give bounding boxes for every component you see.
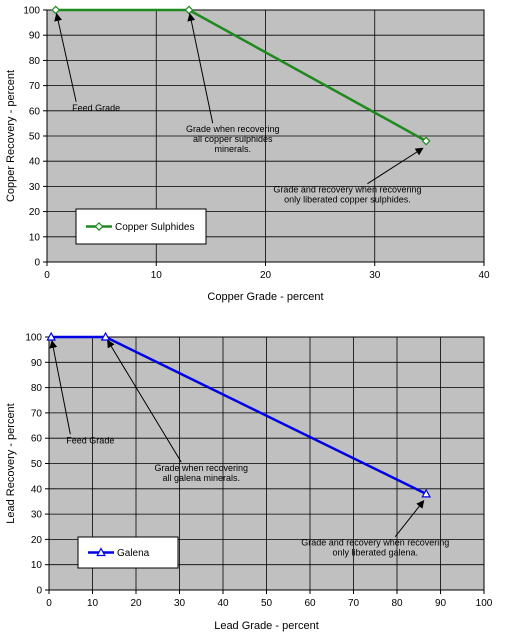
x-tick-label: 0 [44,270,50,281]
y-axis-title: Lead Recovery - percent [5,403,17,523]
annotation-text: Grade when recovering all copper sulphide… [186,124,280,154]
data-point [421,136,431,146]
y-tick-label: 100 [25,333,42,344]
y-tick-label: 100 [23,6,40,17]
x-tick-label: 70 [348,598,360,609]
y-tick-label: 50 [31,459,43,470]
legend-label: Copper Sulphides [115,222,195,233]
annotation-text: Grade when recovering all galena minerals… [154,463,248,483]
x-axis-title: Copper Grade - percent [207,291,323,303]
x-tick-label: 60 [304,598,316,609]
x-tick-label: 90 [435,598,447,609]
legend-marker [96,547,106,557]
x-tick-label: 50 [261,598,273,609]
annotation-arrow [107,339,182,463]
legend-label: Galena [117,548,150,559]
legend-marker [94,222,104,231]
x-tick-label: 40 [217,598,229,609]
x-tick-label: 30 [174,598,186,609]
data-point [100,331,111,341]
x-tick-label: 10 [151,270,163,281]
y-tick-label: 20 [29,207,41,218]
x-tick-label: 40 [478,270,490,281]
x-tick-label: 10 [87,598,99,609]
y-tick-label: 80 [31,383,43,394]
x-tick-label: 80 [391,598,403,609]
x-tick-label: 20 [260,270,272,281]
annotation-arrow [187,12,214,124]
y-tick-label: 50 [29,132,41,143]
annotation-text: Feed Grade [66,435,114,445]
legend: Copper Sulphides [75,208,207,245]
y-tick-label: 80 [29,56,41,67]
y-tick-label: 60 [31,434,43,445]
x-tick-label: 30 [369,270,381,281]
annotation-arrow [49,339,71,435]
y-axis-title: Copper Recovery - percent [5,70,17,202]
annotation-arrow [394,500,425,538]
annotation-arrow [367,147,424,185]
y-tick-label: 10 [29,232,41,243]
y-tick-label: 10 [31,560,43,571]
chart-1: 0 10 20 30 40 0 10 20 30 40 50 60 70 80 90 100 Copper Gr… [5,6,490,304]
y-tick-label: 30 [29,182,41,193]
x-axis-title: Lead Grade - percent [214,620,319,632]
annotation-arrow [54,12,77,102]
data-point [421,488,431,498]
x-tick-label: 0 [46,598,52,609]
y-tick-label: 0 [36,586,42,597]
y-tick-label: 0 [34,258,40,269]
y-tick-label: 70 [29,81,41,92]
annotation-text: Grade and recovery when recovering only l… [273,185,421,205]
y-tick-label: 20 [31,535,43,546]
y-tick-label: 70 [31,408,43,419]
y-tick-label: 40 [31,484,43,495]
y-tick-label: 90 [29,31,41,42]
x-tick-label: 100 [476,598,493,609]
legend: Galena [77,536,179,569]
annotation-text: Feed Grade [72,103,120,113]
y-tick-label: 40 [29,157,41,168]
y-tick-label: 90 [31,358,43,369]
annotation-text: Grade and recovery when recovering only l… [301,538,449,558]
y-tick-label: 30 [31,510,43,521]
chart-2: 0 10 20 30 40 50 60 70 80 90 100 0 10 20 30 40 50 60 70 80 9… [5,331,493,632]
y-tick-label: 60 [29,106,41,117]
x-tick-label: 20 [130,598,142,609]
